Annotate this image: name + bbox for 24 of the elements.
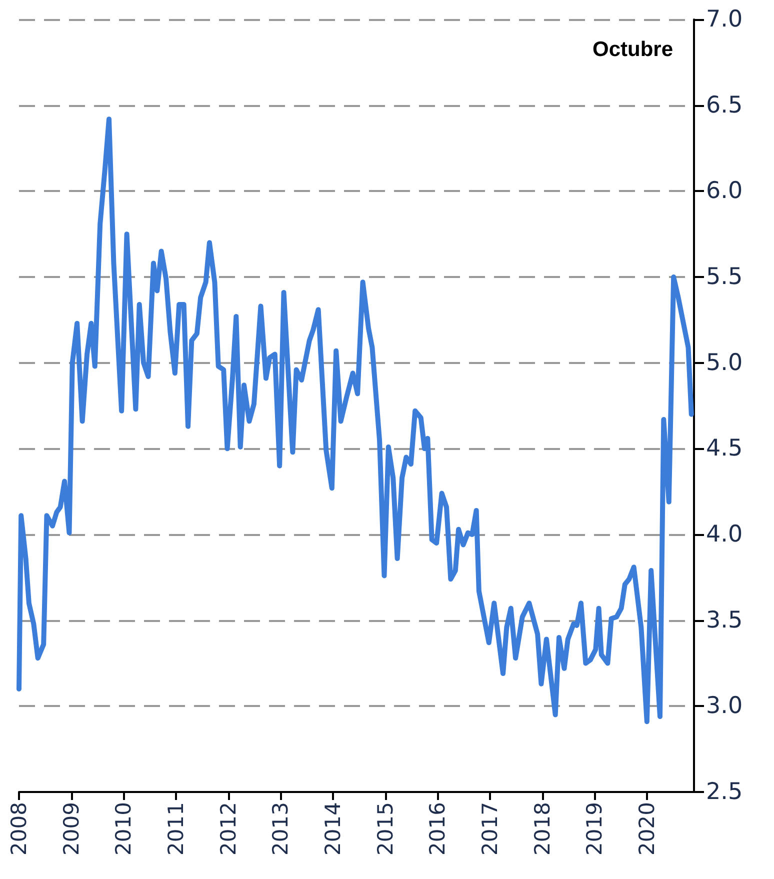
x-tick-label: 2013 <box>268 802 293 856</box>
text: Octubre <box>592 38 673 61</box>
y-tick-label: 3.0 <box>706 693 743 720</box>
x-tick-label: 2019 <box>582 802 607 856</box>
x-tick-label: 2016 <box>426 802 450 856</box>
x-tick-label: 2011 <box>164 802 188 856</box>
y-tick-label: 2.5 <box>706 779 743 805</box>
y-tick-label: 7.0 <box>706 6 743 32</box>
y-tick-label: 4.5 <box>706 436 743 462</box>
x-tick-label: 2012 <box>216 802 240 856</box>
x-tick-label: 2014 <box>320 802 345 856</box>
y-tick-label: 4.0 <box>706 522 743 548</box>
y-tick-label: 6.5 <box>706 92 743 118</box>
y-tick-label: 5.5 <box>706 264 743 290</box>
x-tick-label: 2018 <box>530 802 554 856</box>
x-tick-label: 2017 <box>478 802 502 856</box>
y-tick-label: 5.0 <box>706 350 743 376</box>
x-tick-label: 2010 <box>112 802 136 856</box>
x-tick-label: 2009 <box>59 802 84 856</box>
x-tick-label: 2008 <box>7 802 31 856</box>
y-tick-label: 3.5 <box>706 607 743 634</box>
x-tick-label: 2015 <box>373 802 398 856</box>
x-tick-label: 2020 <box>634 802 659 856</box>
y-tick-label: 6.0 <box>706 178 743 204</box>
